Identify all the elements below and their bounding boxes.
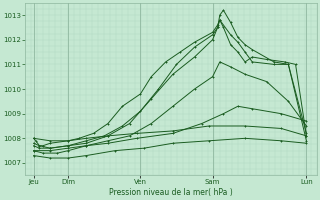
X-axis label: Pression niveau de la mer( hPa ): Pression niveau de la mer( hPa ) [109, 188, 233, 197]
